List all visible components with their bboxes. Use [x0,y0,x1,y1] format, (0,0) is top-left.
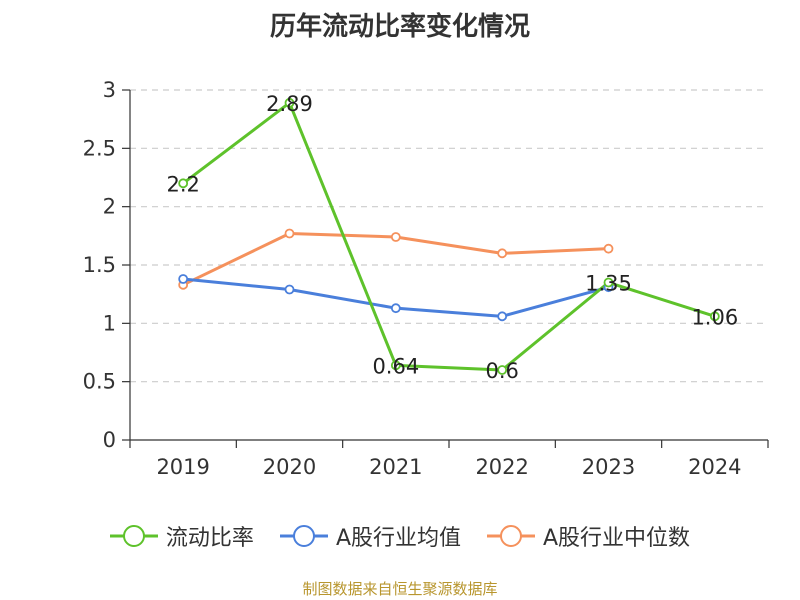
legend-swatch [487,525,535,547]
y-tick-label: 0.5 [83,370,116,394]
legend-swatch [109,525,158,547]
data-point [603,277,614,288]
legend-item[interactable]: A股行业中位数 [487,520,690,552]
data-label: 2.89 [266,92,313,116]
data-label: 1.35 [585,272,632,296]
x-tick-label: 2024 [688,455,741,479]
data-label: 1.06 [691,305,738,329]
legend-item[interactable]: 流动比率 [109,520,254,552]
x-tick-label: 2022 [475,455,528,479]
legend-label: A股行业中位数 [543,526,691,551]
data-label: 2.2 [166,172,199,196]
data-point [497,311,508,322]
data-point [284,97,295,108]
data-point [497,248,508,259]
data-point [603,243,614,254]
legend-swatch [279,525,328,547]
data-label: 0.64 [372,354,419,378]
x-tick-label: 2021 [369,455,422,479]
data-point [178,274,189,284]
y-tick-label: 1 [103,311,116,335]
data-point [178,178,189,189]
legend-label: A股行业均值 [335,526,461,551]
data-point [284,228,295,239]
chart-title: 历年流动比率变化情况 [269,12,530,42]
data-point [390,303,401,314]
y-tick-label: 1.5 [83,253,116,277]
data-labels: 2.2 2.89 0.64 0.6 1.35 1.06 [166,92,738,383]
source-note: 制图数据来自恒生聚源数据库 [302,580,498,598]
data-point [390,360,401,371]
axes: 0 0.5 1 1.5 2 2.5 3 2019 2020 2021 2022 2023 2024 [83,78,769,479]
y-tick-label: 2.5 [83,136,116,160]
x-tick-label: 2020 [263,455,316,479]
x-tick-label: 2019 [156,455,209,479]
data-label: 0.6 [485,359,518,383]
data-point [284,284,295,295]
series-points [178,97,720,375]
y-tick-label: 3 [103,78,116,102]
data-point [390,232,401,242]
data-point [709,311,720,322]
legend: 流动比率 A股行业均值 A股行业中位数 [0,518,800,554]
x-tick-label: 2023 [582,455,635,479]
y-tick-label: 0 [103,428,116,452]
series-line [182,101,716,372]
y-tick-label: 2 [103,195,116,219]
legend-item[interactable]: A股行业均值 [279,520,461,552]
grid [130,89,768,383]
data-point [497,365,508,375]
series-lines [182,101,716,372]
legend-label: 流动比率 [165,526,254,551]
